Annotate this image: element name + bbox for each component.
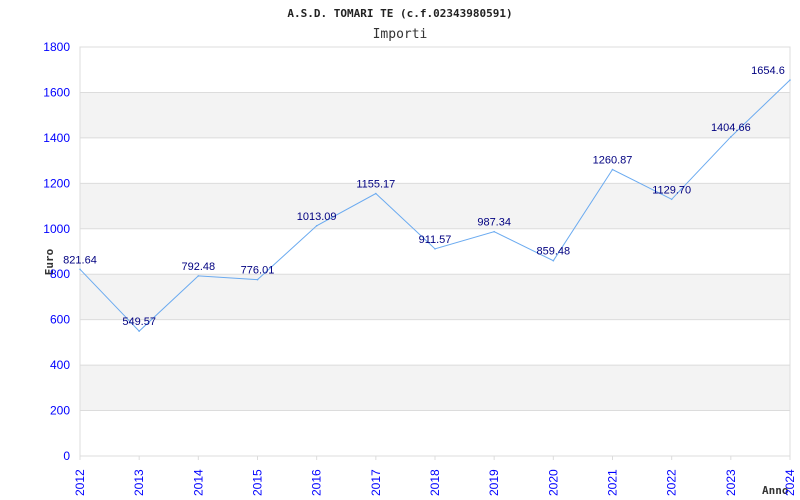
data-label: 987.34 bbox=[477, 217, 511, 229]
y-tick-label: 1600 bbox=[43, 85, 70, 99]
data-label: 859.48 bbox=[537, 246, 571, 258]
data-label: 911.57 bbox=[419, 234, 452, 246]
y-tick-label: 800 bbox=[50, 267, 70, 281]
data-point bbox=[670, 198, 673, 201]
y-axis-label: Euro bbox=[43, 248, 56, 275]
y-tick-label: 0 bbox=[63, 449, 70, 463]
grid-band bbox=[80, 365, 790, 411]
data-point bbox=[79, 268, 81, 271]
x-tick-label: 2017 bbox=[369, 469, 383, 496]
grid-band bbox=[80, 92, 790, 138]
data-point bbox=[493, 230, 495, 233]
chart-subtitle: Importi bbox=[373, 27, 428, 42]
x-tick-label: 2023 bbox=[724, 469, 738, 496]
y-tick-label: 1800 bbox=[43, 40, 70, 54]
x-tick-label: 2018 bbox=[428, 469, 442, 496]
x-tick-label: 2016 bbox=[310, 469, 324, 496]
data-point bbox=[256, 278, 259, 281]
data-label: 776.01 bbox=[241, 265, 275, 277]
x-tick-label: 2012 bbox=[73, 469, 87, 496]
x-tick-label: 2021 bbox=[606, 469, 620, 496]
data-label: 1404.66 bbox=[711, 122, 751, 134]
data-label: 549.57 bbox=[122, 316, 156, 328]
y-tick-label: 400 bbox=[50, 358, 70, 372]
data-label: 1129.70 bbox=[652, 184, 691, 196]
x-tick-label: 2024 bbox=[783, 469, 797, 496]
y-tick-label: 1400 bbox=[43, 131, 70, 145]
x-tick-label: 2015 bbox=[251, 469, 265, 496]
grid-band bbox=[80, 274, 790, 320]
data-point bbox=[375, 192, 377, 195]
data-point bbox=[434, 248, 436, 250]
data-point bbox=[315, 225, 318, 227]
x-tick-label: 2014 bbox=[191, 469, 205, 496]
data-label: 1155.17 bbox=[356, 179, 395, 191]
x-tick-label: 2013 bbox=[132, 469, 146, 496]
y-tick-label: 200 bbox=[50, 404, 70, 418]
data-point bbox=[730, 136, 732, 138]
x-tick-label: 2022 bbox=[665, 469, 679, 496]
data-point bbox=[611, 168, 614, 171]
data-label: 1013.09 bbox=[297, 211, 337, 223]
grid-band bbox=[80, 183, 790, 229]
data-label: 1260.87 bbox=[593, 155, 633, 167]
y-tick-label: 1200 bbox=[43, 176, 70, 190]
data-label: 1654.6 bbox=[751, 65, 785, 77]
x-tick-label: 2020 bbox=[546, 469, 560, 496]
data-point bbox=[138, 330, 140, 332]
data-label: 821.64 bbox=[63, 254, 97, 266]
data-point bbox=[552, 259, 555, 262]
x-axis-label: Anno bbox=[762, 484, 789, 497]
data-point bbox=[197, 275, 200, 277]
y-tick-label: 1000 bbox=[43, 222, 70, 236]
data-point bbox=[789, 79, 791, 81]
x-tick-label: 2019 bbox=[487, 469, 501, 496]
chart-title: A.S.D. TOMARI TE (c.f.02343980591) bbox=[287, 7, 512, 20]
data-label: 792.48 bbox=[182, 261, 216, 273]
y-tick-label: 600 bbox=[50, 313, 70, 327]
